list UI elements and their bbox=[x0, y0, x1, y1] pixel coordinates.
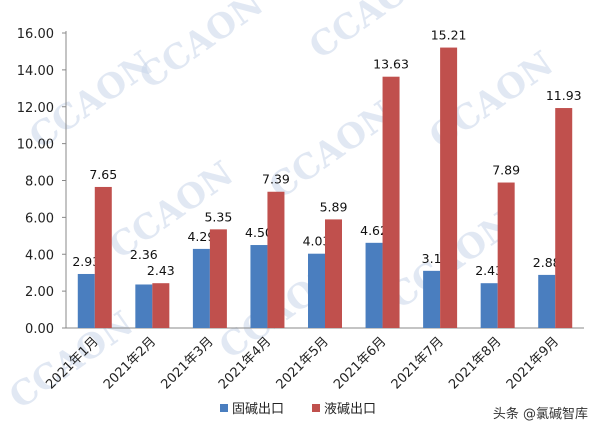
y-tick-label: 2.00 bbox=[25, 285, 54, 300]
data-label: 4.03 bbox=[303, 234, 331, 249]
bar-liquid bbox=[497, 182, 515, 328]
bar-liquid bbox=[94, 186, 112, 328]
bar-liquid bbox=[440, 47, 458, 329]
bar-solid bbox=[135, 284, 153, 328]
y-tick-label: 4.00 bbox=[25, 248, 54, 263]
data-label: 3.1 bbox=[422, 251, 442, 266]
data-label: 5.89 bbox=[320, 199, 348, 214]
legend-swatch bbox=[312, 404, 320, 412]
bar-liquid bbox=[267, 191, 285, 328]
bar-solid bbox=[423, 270, 441, 328]
data-label: 7.65 bbox=[89, 167, 117, 182]
data-label: 2.43 bbox=[475, 263, 503, 278]
data-label: 7.89 bbox=[492, 163, 520, 178]
bar-liquid bbox=[209, 229, 227, 328]
y-tick-label: 6.00 bbox=[25, 211, 54, 226]
data-label: 15.21 bbox=[431, 28, 467, 43]
legend-label: 液碱出口 bbox=[324, 402, 376, 417]
bar-solid bbox=[77, 273, 95, 328]
bar-solid bbox=[250, 245, 268, 328]
y-tick-label: 8.00 bbox=[25, 175, 54, 190]
data-label: 2.93 bbox=[72, 254, 100, 269]
bar-liquid bbox=[555, 108, 573, 329]
legend-swatch bbox=[220, 404, 228, 412]
data-label: 4.62 bbox=[360, 223, 388, 238]
data-label: 2.43 bbox=[147, 263, 175, 278]
data-label: 13.63 bbox=[373, 57, 409, 72]
data-label: 5.35 bbox=[204, 209, 232, 224]
bar-liquid bbox=[152, 283, 170, 328]
data-label: 2.88 bbox=[533, 255, 561, 270]
bar-liquid bbox=[325, 219, 342, 328]
data-label: 7.39 bbox=[262, 172, 290, 187]
bar-solid bbox=[192, 248, 210, 328]
data-label: 4.50 bbox=[245, 225, 273, 240]
bar-solid bbox=[365, 242, 383, 328]
bar-solid bbox=[538, 274, 556, 328]
y-tick-label: 10.00 bbox=[17, 138, 54, 153]
legend-label: 固碱出口 bbox=[232, 402, 284, 417]
y-tick-label: 16.00 bbox=[17, 27, 54, 42]
bar-solid bbox=[480, 283, 498, 328]
y-tick-label: 14.00 bbox=[17, 64, 54, 79]
data-label: 11.93 bbox=[546, 88, 582, 103]
credit-text: 头条 @氯碱智库 bbox=[492, 407, 588, 422]
y-tick-label: 0.00 bbox=[25, 322, 54, 337]
y-tick-label: 12.00 bbox=[17, 101, 54, 116]
bar-solid bbox=[308, 253, 325, 328]
data-label: 2.36 bbox=[130, 247, 158, 262]
data-label: 4.29 bbox=[187, 229, 215, 244]
bar-liquid bbox=[382, 76, 400, 329]
